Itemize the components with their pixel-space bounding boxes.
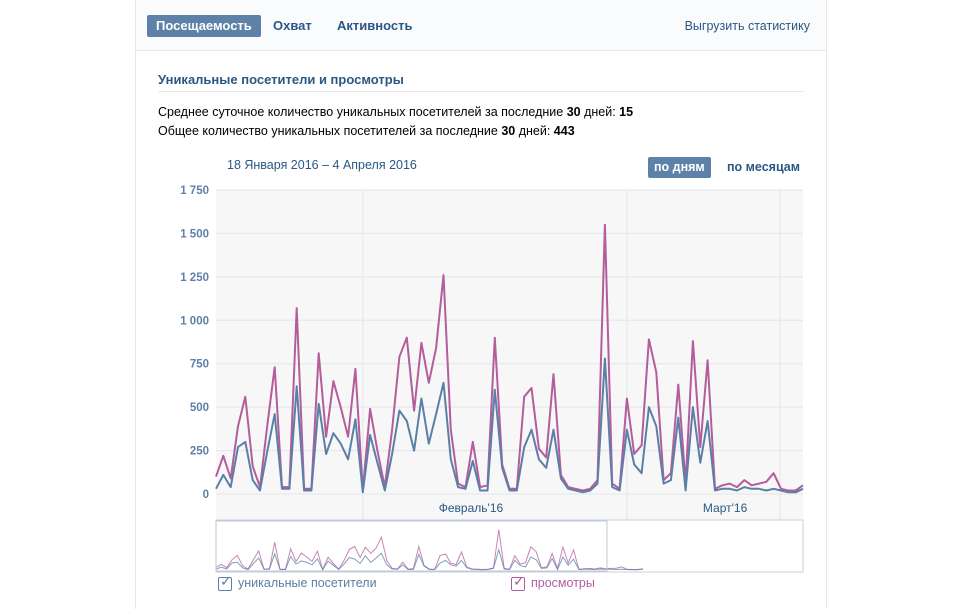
stat-days: 30 — [566, 105, 581, 119]
section-title: Уникальные посетители и просмотры — [158, 72, 404, 87]
checkbox-views[interactable]: ✓ — [511, 573, 525, 591]
y-tick-label: 1 500 — [180, 228, 209, 240]
legend-label-views: просмотры — [531, 576, 595, 590]
y-tick-label: 1 250 — [180, 272, 209, 284]
tab-reach[interactable]: Охват — [273, 18, 312, 33]
stat-text: дней: — [515, 124, 554, 138]
stat-value: 15 — [619, 105, 634, 119]
stat-text: Общее количество уникальных посетителей … — [158, 124, 502, 138]
navigator-window[interactable] — [215, 520, 608, 572]
stat-average-daily: Среднее суточное количество уникальных п… — [158, 105, 633, 119]
series-visitors-line — [215, 357, 804, 494]
y-tick-label: 250 — [190, 446, 209, 458]
x-month-label: Февраль'16 — [439, 501, 504, 515]
stat-value: 443 — [553, 124, 575, 138]
date-range: 18 Января 2016 – 4 Апреля 2016 — [227, 158, 417, 172]
export-stats-link[interactable]: Выгрузить статистику — [684, 19, 810, 33]
tab-bar: Посещаемость Охват Активность Выгрузить … — [136, 0, 826, 51]
by-days-button[interactable]: по дням — [648, 157, 711, 178]
tab-activity[interactable]: Активность — [337, 18, 413, 33]
tab-attendance[interactable]: Посещаемость — [147, 15, 261, 37]
by-months-button[interactable]: по месяцам — [727, 160, 800, 174]
checkbox-visitors[interactable]: ✓ — [218, 573, 232, 591]
navigator[interactable] — [215, 519, 804, 573]
check-icon: ✓ — [220, 573, 232, 589]
y-tick-label: 0 — [203, 489, 209, 501]
check-icon: ✓ — [513, 573, 525, 589]
divider — [158, 91, 804, 92]
nav-visitors-line — [215, 547, 643, 571]
y-tick-label: 1 750 — [180, 185, 209, 197]
stat-text: дней: — [580, 105, 620, 119]
stat-days: 30 — [501, 124, 516, 138]
legend-label-visitors: уникальные посетители — [238, 576, 377, 590]
stat-text: Среднее суточное количество уникальных п… — [158, 105, 567, 119]
y-tick-label: 1 000 — [180, 315, 209, 327]
y-tick-label: 750 — [190, 359, 209, 371]
x-month-label: Март'16 — [703, 501, 748, 515]
stat-total: Общее количество уникальных посетителей … — [158, 124, 575, 138]
y-tick-label: 500 — [190, 402, 209, 414]
